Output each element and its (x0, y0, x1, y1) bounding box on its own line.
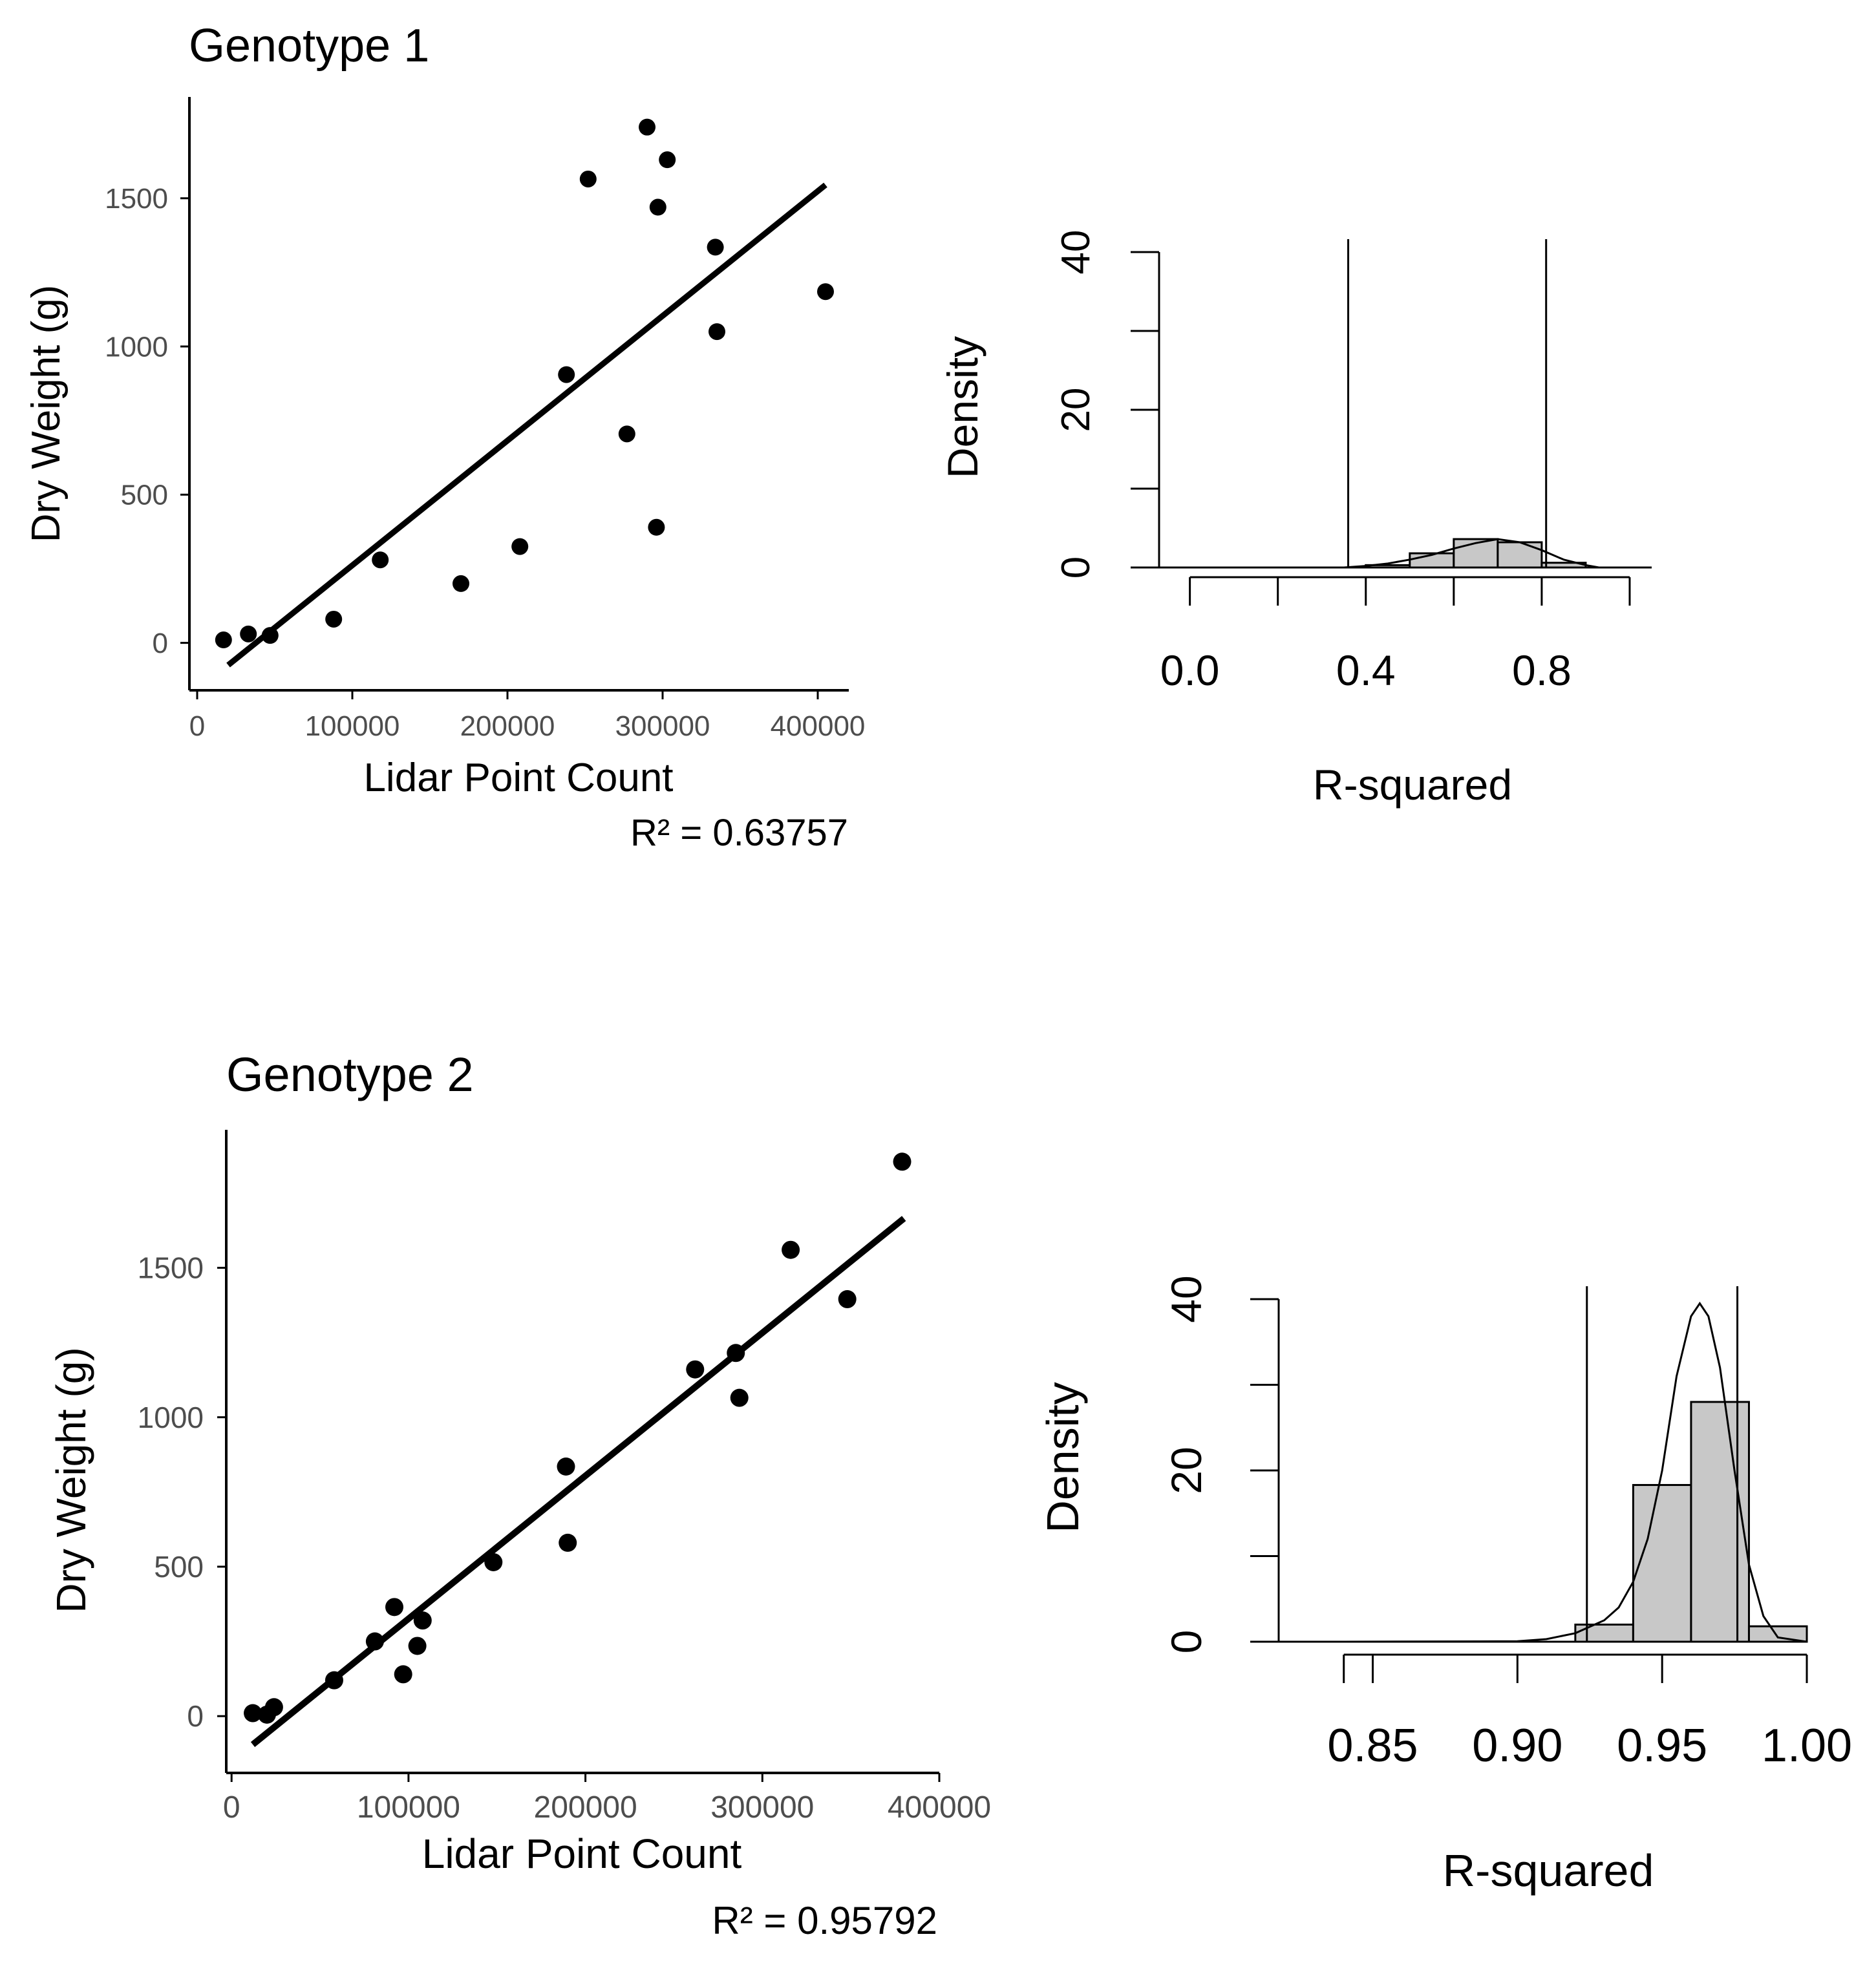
x-tick-label: 0.0 (1160, 646, 1220, 694)
y-tick-label: 40 (1054, 230, 1098, 275)
x-tick-label: 300000 (710, 1790, 814, 1825)
data-point (649, 198, 666, 216)
plot-area: 0 100000 200000 300000 400000 0 500 1000 1500 (105, 97, 865, 742)
y-axis-label: Dry Weight (g) (24, 285, 69, 543)
x-tick-label: 400000 (888, 1790, 991, 1825)
x-axis-label: R-squared (1443, 1845, 1654, 1896)
data-point (484, 1553, 503, 1571)
x-tick-label: 400000 (771, 710, 866, 742)
histogram-bar (1747, 1625, 1808, 1643)
x-tick-label: 300000 (615, 710, 710, 742)
histogram-bar (1574, 1624, 1634, 1643)
y-tick-label: 40 (1162, 1275, 1210, 1322)
data-point (264, 1698, 283, 1717)
x-tick-label: 0.90 (1472, 1720, 1562, 1772)
data-point (558, 366, 575, 383)
x-axis-label: Lidar Point Count (363, 756, 673, 800)
data-point (817, 283, 834, 301)
data-point (618, 425, 635, 443)
data-point (325, 610, 343, 628)
y-tick-label: 20 (1054, 388, 1098, 432)
data-point (559, 1533, 577, 1552)
data-point (372, 551, 389, 569)
data-point (215, 631, 232, 649)
y-tick-label: 0 (1162, 1630, 1210, 1654)
data-point (244, 1704, 262, 1723)
density-curve (1299, 538, 1599, 569)
chart-title: Genotype 1 (189, 20, 429, 72)
x-tick-label: 0.85 (1327, 1720, 1418, 1772)
x-axis-label: Lidar Point Count (422, 1830, 742, 1877)
genotype-2-histogram: 0 20 40 0.85 0.90 0.95 1.00 R-squared Density (1038, 1275, 1852, 1896)
y-tick-label: 1000 (105, 331, 168, 363)
histogram-bar (1632, 1484, 1692, 1643)
regression-line (226, 182, 827, 668)
data-point (385, 1598, 404, 1617)
data-point (709, 323, 725, 341)
data-point (261, 627, 279, 644)
genotype-1-scatter-chart: Genotype 1 0 100000 200000 300000 400000 0 500… (24, 20, 865, 854)
x-tick-label: 100000 (357, 1790, 460, 1825)
r-squared-annotation: R² = 0.95792 (712, 1899, 937, 1942)
y-tick-label: 0 (187, 1699, 204, 1733)
data-point (893, 1152, 911, 1171)
x-tick-label: 200000 (460, 710, 555, 742)
y-tick-label: 0 (153, 628, 168, 659)
x-tick-label: 1.00 (1762, 1720, 1852, 1772)
y-axis-label: Dry Weight (g) (48, 1347, 94, 1613)
data-point (511, 538, 529, 555)
y-tick-label: 1500 (105, 183, 168, 215)
density-curve (1343, 1301, 1807, 1643)
chart-title: Genotype 2 (226, 1048, 474, 1101)
y-tick-label: 0 (1054, 557, 1098, 578)
data-point (727, 1344, 745, 1362)
data-point (325, 1671, 343, 1690)
data-point (782, 1240, 800, 1259)
plot-area: 0 20 40 0.0 0.4 0.8 (1054, 230, 1652, 694)
y-tick-label: 500 (154, 1550, 204, 1584)
genotype-1-histogram: 0 20 40 0.0 0.4 0.8 R-squared Density (939, 230, 1652, 809)
x-tick-label: 0 (189, 710, 205, 742)
data-point (707, 239, 724, 256)
plot-area: 0 20 40 0.85 0.90 0.95 1.00 (1162, 1275, 1852, 1772)
data-point (240, 625, 257, 642)
r-squared-annotation: R² = 0.63757 (630, 812, 848, 854)
data-point (639, 118, 656, 136)
data-point (394, 1665, 412, 1684)
data-point (686, 1360, 705, 1379)
x-axis-label: R-squared (1313, 761, 1512, 809)
y-tick-label: 1000 (138, 1401, 204, 1434)
x-tick-label: 0.8 (1512, 646, 1572, 694)
data-point (730, 1388, 749, 1407)
genotype-2-scatter-chart: Genotype 2 0 100000 200000 300000 400000 0 500… (48, 1048, 991, 1942)
y-tick-label: 500 (121, 480, 168, 511)
x-tick-label: 200000 (534, 1790, 637, 1825)
histogram-bar (1690, 1401, 1750, 1643)
x-tick-label: 0 (223, 1790, 240, 1825)
data-point (579, 170, 597, 187)
regression-line (250, 1216, 906, 1747)
y-axis-label: Density (939, 336, 986, 478)
x-tick-label: 0.95 (1617, 1720, 1707, 1772)
y-axis-label: Density (1038, 1382, 1088, 1532)
data-point (413, 1611, 432, 1630)
data-point (648, 518, 665, 536)
plot-area: 0 100000 200000 300000 400000 0 500 1000 1500 (138, 1130, 991, 1825)
y-tick-label: 1500 (138, 1251, 204, 1285)
x-tick-label: 100000 (305, 710, 400, 742)
data-point (408, 1637, 427, 1655)
data-point (838, 1290, 857, 1309)
x-tick-label: 0.4 (1336, 646, 1396, 694)
data-point (365, 1632, 384, 1651)
data-point (557, 1457, 575, 1476)
data-point (453, 575, 469, 592)
data-point (659, 151, 676, 169)
histogram-bar (1497, 541, 1543, 569)
y-tick-label: 20 (1162, 1447, 1210, 1494)
